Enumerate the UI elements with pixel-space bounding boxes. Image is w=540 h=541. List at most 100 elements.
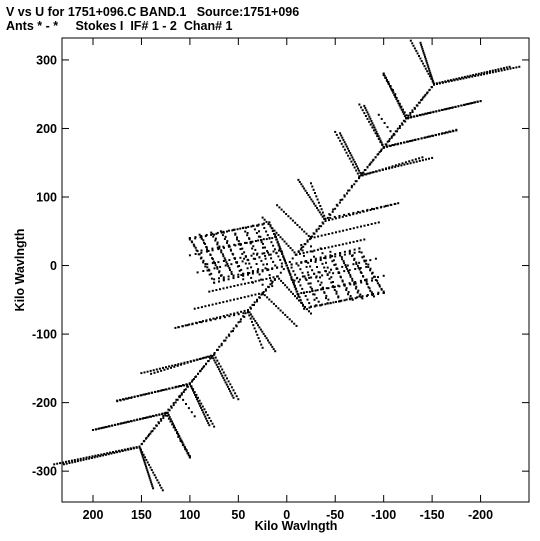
uv-point xyxy=(305,232,308,235)
uv-point xyxy=(263,294,266,297)
uv-point xyxy=(228,245,231,248)
uv-point xyxy=(373,129,375,132)
uv-point xyxy=(300,302,303,304)
uv-point xyxy=(354,287,357,290)
uv-point xyxy=(193,415,196,418)
uv-point xyxy=(398,104,401,107)
uv-point xyxy=(202,366,205,369)
uv-point xyxy=(377,221,380,224)
uv-point xyxy=(333,289,336,291)
uv-point xyxy=(211,422,214,425)
uv-point xyxy=(391,165,394,168)
uv-point xyxy=(186,452,189,455)
uv-point xyxy=(212,260,215,263)
uv-point xyxy=(497,70,500,73)
uv-point xyxy=(272,302,275,305)
uv-point xyxy=(187,454,190,457)
uv-point xyxy=(289,273,292,276)
uv-point xyxy=(479,100,482,103)
uv-point xyxy=(220,372,223,375)
uv-point xyxy=(299,278,301,281)
uv-point xyxy=(290,263,293,266)
uv-point xyxy=(411,159,414,162)
uv-point xyxy=(211,262,214,265)
uv-point xyxy=(425,112,428,115)
uv-point xyxy=(320,288,323,291)
uv-point xyxy=(232,396,235,399)
uv-point xyxy=(412,161,415,164)
uv-point xyxy=(230,270,233,273)
uv-point xyxy=(167,408,170,411)
uv-point xyxy=(457,105,460,108)
uv-point xyxy=(382,290,385,293)
uv-point xyxy=(409,114,412,117)
uv-point xyxy=(248,314,251,317)
uv-point xyxy=(141,455,144,458)
uv-point xyxy=(284,284,287,287)
uv-point xyxy=(341,243,344,246)
uv-point xyxy=(320,234,323,237)
uv-point xyxy=(240,283,243,286)
uv-point xyxy=(342,260,345,263)
uv-point xyxy=(332,259,335,262)
uv-point xyxy=(287,244,290,247)
uv-point xyxy=(228,388,230,390)
uv-point xyxy=(269,225,272,228)
uv-point xyxy=(354,268,357,270)
uv-point xyxy=(387,82,390,85)
uv-point xyxy=(427,112,430,115)
uv-point xyxy=(359,293,362,296)
uv-point xyxy=(203,408,206,411)
uv-point xyxy=(211,249,214,252)
uv-point xyxy=(360,281,363,284)
uv-point xyxy=(202,239,205,242)
uv-point xyxy=(379,139,382,142)
uv-point xyxy=(371,279,373,282)
uv-point xyxy=(305,279,308,281)
uv-point xyxy=(207,422,210,425)
uv-point xyxy=(356,226,359,229)
uv-point xyxy=(309,282,312,285)
uv-point xyxy=(184,446,186,449)
uv-point xyxy=(348,250,351,253)
uv-point xyxy=(241,252,244,255)
uv-point xyxy=(203,413,206,416)
uv-point xyxy=(206,414,209,417)
uv-point xyxy=(333,215,336,218)
uv-point xyxy=(359,267,362,269)
uv-point xyxy=(321,303,324,306)
uv-point xyxy=(307,234,310,237)
uv-point xyxy=(235,325,238,328)
plot-subtitle: Ants * - * Stokes I IF# 1 - 2 Chan# 1 xyxy=(6,19,233,33)
uv-point xyxy=(147,473,150,476)
uv-point xyxy=(357,267,360,269)
uv-point xyxy=(283,258,286,261)
uv-point xyxy=(370,291,373,294)
uv-point xyxy=(396,143,399,146)
uv-point xyxy=(254,280,257,283)
uv-point xyxy=(309,235,312,238)
uv-point xyxy=(152,414,154,417)
uv-point xyxy=(207,268,210,271)
uv-point xyxy=(202,261,205,264)
uv-point xyxy=(278,245,281,248)
uv-point xyxy=(196,358,199,361)
uv-point xyxy=(322,288,325,291)
uv-point xyxy=(509,67,512,70)
uv-point xyxy=(258,296,261,299)
uv-point xyxy=(95,428,98,431)
uv-point xyxy=(163,368,166,371)
uv-point xyxy=(219,365,222,368)
uv-point xyxy=(353,257,356,260)
uv-point xyxy=(261,293,264,296)
plot-title: V vs U for 1751+096.C BAND.1 Source:1751… xyxy=(6,5,300,19)
uv-point xyxy=(388,144,391,147)
uv-point xyxy=(226,241,228,244)
uv-point xyxy=(341,136,344,139)
uv-point xyxy=(438,109,441,112)
uv-point xyxy=(206,419,209,422)
uv-point xyxy=(420,99,423,102)
uv-point xyxy=(299,248,302,251)
uv-point xyxy=(374,222,377,225)
uv-point xyxy=(233,243,236,246)
